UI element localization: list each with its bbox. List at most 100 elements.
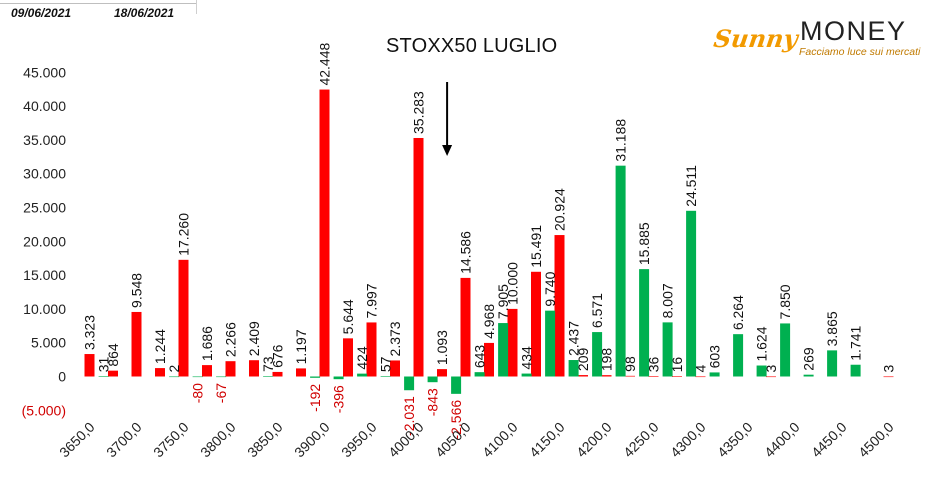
- data-labels: 3.323 864 9.548 1.244 17.260 1.686 2.266 2.409 6…: [82, 43, 897, 440]
- data-label: 36: [646, 356, 662, 372]
- data-label: 98: [622, 356, 638, 372]
- data-label: 10.000: [505, 262, 521, 305]
- y-tick-label: 10.000: [23, 301, 66, 317]
- x-tick-label: 4500,0: [855, 419, 897, 461]
- x-tick-label: 3650,0: [56, 419, 98, 461]
- data-label: 15.491: [528, 225, 544, 268]
- call-bar: [390, 360, 400, 377]
- y-tick-label: 20.000: [23, 233, 66, 249]
- data-label: 434: [519, 346, 535, 370]
- call-bar: [484, 342, 494, 377]
- data-label: 2.266: [223, 322, 239, 357]
- put-bar: [357, 373, 368, 377]
- logo-tagline: Facciamo luce sui mercati: [799, 46, 921, 58]
- put-bar: [333, 376, 344, 380]
- call-bar: [554, 235, 565, 377]
- data-label: 15.885: [636, 222, 652, 265]
- x-tick-label: 4450,0: [808, 419, 850, 461]
- sunny-money-logo: Sunny MONEY Facciamo luce sui mercati: [712, 16, 922, 62]
- call-bar: [437, 369, 447, 377]
- put-bar: [404, 376, 415, 391]
- call-bar: [601, 375, 612, 377]
- data-label: -2.031: [401, 396, 417, 436]
- y-tick-label: 25.000: [23, 200, 66, 216]
- data-label: 1.244: [152, 329, 168, 364]
- put-bar: [686, 210, 697, 377]
- x-tick-label: 3850,0: [244, 419, 286, 461]
- call-bar: [578, 375, 588, 377]
- put-bar: [733, 334, 744, 377]
- x-tick-label: 4350,0: [714, 419, 756, 461]
- put-bar: [498, 323, 509, 377]
- data-label: 14.586: [458, 231, 474, 274]
- data-label: 31.188: [613, 119, 629, 162]
- arrow-down-icon: [442, 145, 453, 156]
- data-label: 35.283: [411, 91, 427, 134]
- put-bar: [263, 376, 274, 377]
- data-label: 31: [96, 357, 112, 373]
- y-tick-label: (5.000): [22, 402, 66, 418]
- data-label: 17.260: [176, 213, 192, 256]
- data-label: 3: [881, 364, 897, 372]
- put-bar: [662, 322, 673, 377]
- put-bar: [756, 365, 767, 377]
- chart-title: STOXX50 LUGLIO: [386, 35, 558, 57]
- data-label: 2.437: [566, 321, 582, 356]
- y-tick-label: 5.000: [31, 335, 66, 351]
- data-label: 2.373: [387, 321, 403, 356]
- data-label: 603: [707, 345, 723, 369]
- put-bar: [169, 376, 180, 378]
- call-bar: [460, 277, 471, 377]
- y-axis: 45.000 40.000 35.000 30.000 25.000 20.000 15.0…: [22, 64, 67, 418]
- call-bar: [625, 375, 635, 377]
- data-label: -80: [190, 383, 206, 403]
- data-label: 3.323: [82, 315, 98, 350]
- put-bar: [615, 165, 626, 377]
- annotation: [442, 82, 453, 156]
- data-label: 73: [260, 356, 276, 372]
- call-bar: [225, 361, 236, 377]
- data-label: 6.264: [730, 295, 746, 330]
- x-tick-label: 4150,0: [526, 419, 568, 461]
- data-label: 1.197: [293, 329, 309, 364]
- call-bar: [155, 368, 165, 377]
- put-bar: [474, 372, 485, 377]
- data-label: 9.740: [542, 271, 558, 306]
- y-tick-label: 45.000: [23, 64, 66, 80]
- data-label: -192: [307, 384, 323, 412]
- call-bar: [766, 376, 776, 378]
- call-bar: [343, 338, 353, 377]
- put-bar: [216, 376, 227, 378]
- y-tick-label: 30.000: [23, 166, 66, 182]
- top-separator: [196, 0, 197, 14]
- put-bar: [451, 376, 462, 394]
- data-label: 198: [599, 348, 615, 372]
- call-bar: [131, 311, 142, 377]
- put-bar: [850, 364, 861, 377]
- data-label: 42.448: [317, 43, 333, 86]
- call-bar: [648, 376, 659, 377]
- data-label: 676: [270, 344, 286, 368]
- data-label: 1.093: [434, 330, 450, 365]
- call-bar: [531, 271, 541, 377]
- data-label: 209: [575, 348, 591, 372]
- y-tick-label: 0: [58, 369, 66, 385]
- put-bar: [427, 376, 438, 383]
- y-tick-label: 40.000: [23, 98, 66, 114]
- call-bar: [249, 360, 259, 377]
- data-label: 2: [166, 364, 182, 372]
- call-bar: [84, 354, 95, 377]
- data-label: 20.924: [552, 188, 568, 231]
- call-bar: [296, 368, 306, 377]
- data-label: 57: [378, 356, 394, 372]
- x-tick-label: 3900,0: [291, 419, 333, 461]
- data-label: 424: [354, 346, 370, 370]
- data-label: 269: [801, 347, 817, 371]
- data-label: 9.548: [129, 273, 145, 308]
- y-tick-label: 35.000: [23, 132, 66, 148]
- put-bar: [592, 332, 603, 377]
- call-bar: [413, 137, 424, 377]
- x-tick-label: 4250,0: [620, 419, 662, 461]
- put-bar: [521, 373, 532, 377]
